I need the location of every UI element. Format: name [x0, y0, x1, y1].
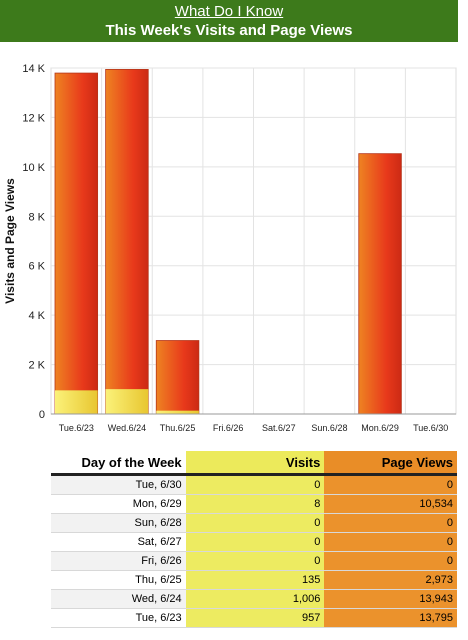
- table-row: Tue, 6/30 0 0: [51, 474, 457, 495]
- table-row: Mon, 6/29 8 10,534: [51, 494, 457, 514]
- page-views-cell: 10,534: [324, 494, 457, 514]
- page-views-cell: 0: [324, 551, 457, 571]
- visits-bar: [156, 410, 199, 414]
- visits-cell: 0: [185, 551, 325, 571]
- bar-chart: 0 2 K 4 K 6 K 8 K 10 K 12 K 14 K Visits and Page…: [3, 63, 457, 433]
- page-views-cell: 0: [324, 474, 457, 495]
- site-link[interactable]: What Do I Know: [174, 3, 284, 20]
- x-tick-label: Thu.6/25: [160, 423, 196, 433]
- stats-table: Day of the Week Visits Page Views Tue, 6…: [51, 451, 457, 628]
- page-views-cell: 13,943: [324, 589, 457, 609]
- header-day: Day of the Week: [51, 451, 186, 476]
- page-views-bar: [155, 340, 200, 415]
- y-tick-label: 14 K: [22, 63, 45, 75]
- visits-bar: [105, 389, 149, 414]
- day-cell: Thu, 6/25: [51, 570, 186, 590]
- y-axis-label: Visits and Page Views: [3, 178, 17, 304]
- table-row: Thu, 6/25 135 2,973: [51, 570, 457, 590]
- header-banner: What Do I Know This Week's Visits and Pa…: [0, 0, 458, 42]
- day-cell: Sat, 6/27: [51, 532, 186, 552]
- y-tick-label: 0: [39, 409, 45, 421]
- x-tick-label: Sat.6/27: [262, 423, 296, 433]
- table-header-row: Day of the Week Visits Page Views: [51, 451, 457, 476]
- table-row: Sun, 6/28 0 0: [51, 513, 457, 533]
- table-row: Fri, 6/26 0 0: [51, 551, 457, 571]
- day-cell: Tue, 6/30: [51, 474, 186, 495]
- visits-bar: [55, 390, 98, 414]
- chart-title: This Week's Visits and Page Views: [105, 22, 353, 39]
- y-tick-label: 6 K: [28, 261, 45, 273]
- page-views-cell: 2,973: [324, 570, 457, 590]
- header-visits: Visits: [185, 451, 325, 476]
- page-views-cell: 13,795: [324, 608, 457, 628]
- y-tick-label: 12 K: [22, 112, 45, 124]
- day-cell: Fri, 6/26: [51, 551, 186, 571]
- x-tick-label: Tue.6/30: [413, 423, 448, 433]
- y-tick-label: 8 K: [28, 211, 45, 223]
- day-cell: Wed, 6/24: [51, 589, 186, 609]
- table-row: Wed, 6/24 1,006 13,943: [51, 589, 457, 609]
- day-cell: Sun, 6/28: [51, 513, 186, 533]
- x-tick-label: Tue.6/23: [59, 423, 94, 433]
- page-views-bar: [358, 153, 402, 415]
- visits-cell: 0: [185, 474, 325, 495]
- visits-cell: 0: [185, 513, 325, 533]
- y-tick-label: 2 K: [28, 360, 45, 372]
- y-tick-label: 4 K: [28, 310, 45, 322]
- visits-cell: 135: [185, 570, 325, 590]
- table-row: Sat, 6/27 0 0: [51, 532, 457, 552]
- page-views-bar: [54, 72, 99, 415]
- visits-cell: 1,006: [185, 589, 325, 609]
- visits-cell: 8: [185, 494, 325, 514]
- page-views-bar: [105, 69, 149, 415]
- day-cell: Tue, 6/23: [51, 608, 186, 628]
- visits-cell: 957: [185, 608, 325, 628]
- page-views-cell: 0: [324, 513, 457, 533]
- y-tick-label: 10 K: [22, 162, 45, 174]
- table-row: Tue, 6/23 957 13,795: [51, 608, 457, 628]
- page-views-cell: 0: [324, 532, 457, 552]
- header-page-views: Page Views: [324, 451, 457, 476]
- visits-cell: 0: [185, 532, 325, 552]
- x-tick-label: Fri.6/26: [213, 423, 244, 433]
- x-tick-label: Mon.6/29: [361, 423, 399, 433]
- x-tick-label: Wed.6/24: [108, 423, 146, 433]
- x-tick-label: Sun.6/28: [311, 423, 347, 433]
- day-cell: Mon, 6/29: [51, 494, 186, 514]
